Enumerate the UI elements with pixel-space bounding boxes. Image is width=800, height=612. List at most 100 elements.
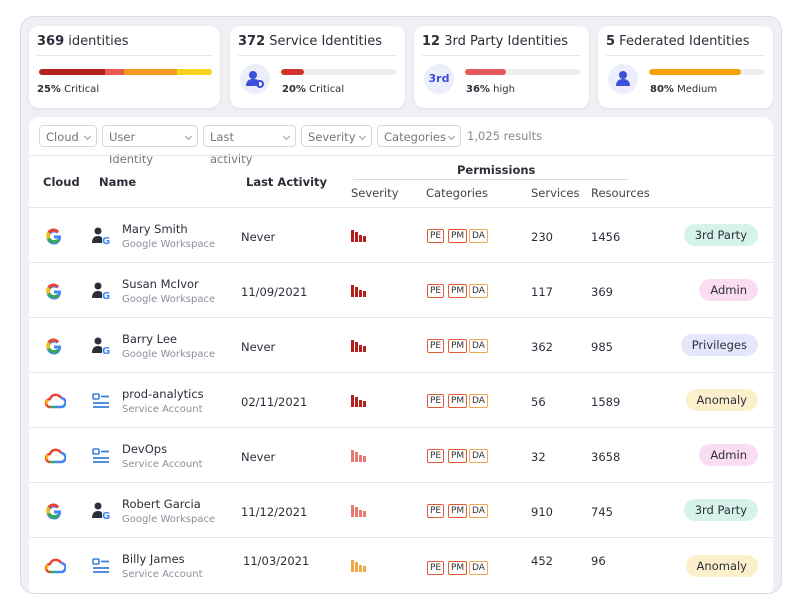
filter-dropdown[interactable]: Categories	[377, 125, 461, 147]
severity-bar	[363, 401, 366, 407]
filter-dropdown[interactable]: User Identity	[102, 125, 198, 166]
identity-name: Susan McIvor	[122, 277, 199, 291]
cloud-icon	[44, 280, 66, 306]
status-tag: 3rd Party	[683, 499, 758, 521]
stat-card: 372 Service Identities 20% Critical	[230, 26, 405, 108]
stat-card: 12 3rd Party Identities 3rd 36% high	[414, 26, 589, 108]
identity-name: Barry Lee	[122, 332, 178, 346]
identity-icon: G	[91, 500, 113, 526]
severity-icon	[351, 395, 371, 407]
identity-icon: G	[91, 335, 113, 361]
category-chip: PE	[427, 339, 445, 353]
filter-dropdown[interactable]: Cloud	[39, 125, 97, 147]
severity-bar	[363, 566, 366, 572]
last-activity: 11/09/2021	[241, 285, 308, 299]
identity-type: Service Account	[122, 569, 203, 580]
table-row[interactable]: DevOps Service Account Never PE PM DA 32 3658 Ad…	[29, 427, 773, 483]
severity-bar	[355, 452, 358, 462]
identity-icon-glyph	[92, 448, 109, 463]
severity-bar	[355, 342, 358, 352]
card-icon	[608, 64, 638, 94]
card-icon: 3rd	[424, 64, 454, 94]
identity-icon	[91, 390, 113, 416]
table-row[interactable]: Billy James Service Account 11/03/2021 PE PM…	[29, 537, 773, 593]
category-chip: PE	[427, 561, 445, 575]
severity-bar	[351, 285, 354, 297]
progress-fill	[281, 69, 304, 75]
identity-icon-glyph: G	[92, 282, 110, 302]
dashboard: Cloud User Identity Last activity Severity C…	[20, 16, 782, 594]
severity-icon	[351, 560, 371, 572]
card-divider	[238, 55, 397, 56]
last-activity: 02/11/2021	[241, 395, 308, 409]
status-tag: Admin	[699, 279, 758, 301]
cloud-icon-glyph	[46, 503, 61, 520]
identity-name: Mary Smith	[122, 222, 188, 236]
percent: 80%	[650, 84, 674, 95]
card-count: 5	[606, 34, 616, 49]
status-tag: 3rd Party	[683, 224, 758, 246]
header-divider	[29, 155, 773, 156]
resources: 1456	[591, 230, 621, 244]
severity-bar	[355, 232, 358, 242]
identity-name: DevOps	[122, 442, 168, 456]
resources: 985	[591, 340, 613, 354]
cloud-icon	[44, 500, 66, 526]
last-activity: 11/12/2021	[241, 505, 308, 519]
severity-icon	[351, 340, 371, 352]
card-count: 372	[238, 34, 266, 49]
last-activity: 11/03/2021	[243, 554, 310, 568]
column-header: Last Activity	[246, 175, 328, 189]
progress-label: 20% Critical	[282, 84, 344, 95]
severity-bar	[359, 400, 362, 407]
category-chip: PE	[427, 284, 445, 298]
severity-bar	[351, 340, 354, 352]
filter-dropdown[interactable]: Last activity	[203, 125, 296, 166]
identity-type: Google Workspace	[122, 239, 216, 250]
card-divider	[422, 55, 581, 56]
severity-icon	[351, 230, 371, 242]
card-title: 12 3rd Party Identities	[422, 34, 568, 49]
services: 362	[531, 340, 553, 354]
severity-bar	[363, 291, 366, 297]
progress-track	[281, 69, 396, 75]
table-row[interactable]: G Robert Garcia Google Workspace 11/12/2021…	[29, 482, 773, 538]
progress-segment	[104, 69, 124, 75]
identity-icon	[91, 555, 113, 581]
svg-text:G: G	[102, 511, 110, 522]
severity-bar	[359, 290, 362, 297]
identity-type: Google Workspace	[122, 514, 216, 525]
table-row[interactable]: prod-analytics Service Account 02/11/2021 P…	[29, 372, 773, 428]
table-row[interactable]: G Susan McIvor Google Workspace 11/09/2021 P…	[29, 262, 773, 318]
user-icon	[616, 71, 630, 86]
table-row[interactable]: G Mary Smith Google Workspace Never PE PM DA 23…	[29, 207, 773, 263]
status-tag: Privileges	[680, 334, 758, 356]
identity-table: Cloud User Identity Last activity Severity C…	[29, 117, 773, 593]
card-divider	[606, 55, 765, 56]
severity-bar	[359, 565, 362, 572]
category-chip: PE	[427, 449, 445, 463]
cloud-icon-glyph	[44, 448, 67, 464]
service-icon	[246, 71, 264, 88]
services: 910	[531, 505, 553, 519]
progress-track	[39, 69, 212, 75]
cloud-icon	[44, 390, 67, 416]
last-activity: Never	[241, 340, 276, 354]
category-chip: PM	[448, 229, 468, 243]
column-header: Permissions	[457, 163, 536, 177]
level: Medium	[673, 84, 718, 95]
column-header: Categories	[426, 186, 488, 200]
column-header: Name	[99, 175, 137, 189]
filter-dropdown[interactable]: Severity	[301, 125, 372, 147]
last-activity: Never	[241, 450, 276, 464]
column-header: Resources	[591, 186, 650, 200]
level: Critical	[60, 84, 100, 95]
category-chip: PM	[448, 449, 468, 463]
category-chip: PM	[448, 561, 468, 575]
identity-type: Service Account	[122, 404, 203, 415]
table-row[interactable]: G Barry Lee Google Workspace Never PE PM DA 362…	[29, 317, 773, 373]
category-chip: DA	[469, 339, 488, 353]
category-chip: DA	[469, 561, 488, 575]
svg-text:G: G	[102, 291, 110, 302]
